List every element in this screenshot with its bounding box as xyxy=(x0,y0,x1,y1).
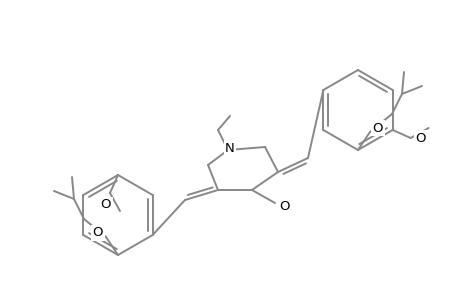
Text: O: O xyxy=(279,200,290,212)
Text: O: O xyxy=(372,122,382,134)
Text: O: O xyxy=(101,199,111,212)
Text: N: N xyxy=(224,142,235,154)
Text: O: O xyxy=(414,131,425,145)
Text: O: O xyxy=(93,226,103,239)
